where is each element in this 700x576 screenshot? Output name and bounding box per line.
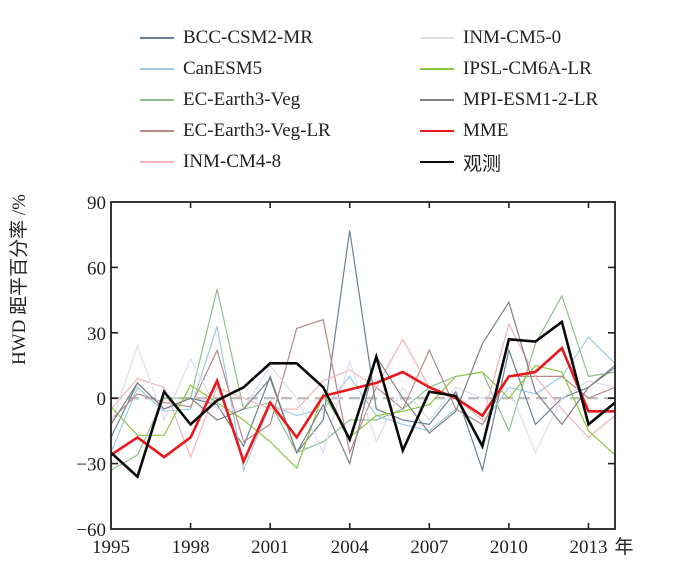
y-tick-label: 90 <box>87 193 106 214</box>
legend-item: IPSL-CM6A-LR <box>420 55 592 83</box>
legend-swatch <box>140 161 174 163</box>
y-axis-label: HWD 距平百分率 /% <box>9 194 30 365</box>
x-tick-label: 2004 <box>331 537 370 558</box>
series-line-observation <box>110 319 616 480</box>
series-line-bcc-csm2-mr <box>110 230 616 473</box>
x-tick-label: 2010 <box>490 537 528 558</box>
y-tick-label: 60 <box>87 258 106 279</box>
axis-ticks <box>111 202 615 529</box>
legend-swatch <box>420 99 454 101</box>
legend-swatch <box>420 130 454 132</box>
x-axis-unit-label: 年 <box>614 536 633 558</box>
legend-item: EC-Earth3-Veg-LR <box>140 117 331 145</box>
legend-label: INM-CM5-0 <box>463 27 562 48</box>
legend-label: EC-Earth3-Veg <box>183 89 301 110</box>
plot-frame <box>110 201 616 530</box>
x-tick-label: 2007 <box>410 537 448 558</box>
legend-label: MME <box>463 120 509 141</box>
legend-label: CanESM5 <box>183 58 263 79</box>
y-tick-label: 0 <box>97 389 107 410</box>
legend-label: EC-Earth3-Veg-LR <box>183 120 331 141</box>
legend-item: BCC-CSM2-MR <box>140 24 313 52</box>
series-line-ipsl-cm6a-lr <box>110 364 616 470</box>
series-line-mpi-esm1-2-lr <box>110 300 616 466</box>
legend-item: INM-CM4-8 <box>140 148 281 176</box>
legend-label: INM-CM4-8 <box>183 151 282 172</box>
x-tick-label: 1998 <box>172 537 210 558</box>
x-tick-label: 1995 <box>92 537 130 558</box>
legend-item: MME <box>420 117 508 145</box>
series-lines <box>110 230 616 480</box>
y-tick-label: −60 <box>76 520 106 541</box>
legend-swatch <box>140 130 174 132</box>
legend-label: IPSL-CM6A-LR <box>463 58 592 79</box>
x-tick-label: 2013 <box>569 537 607 558</box>
legend-item: 观测 <box>420 148 501 176</box>
legend-label: MPI-ESM1-2-LR <box>463 89 599 110</box>
legend-swatch <box>420 161 454 163</box>
legend-label: BCC-CSM2-MR <box>183 27 313 48</box>
legend-item: INM-CM5-0 <box>420 24 561 52</box>
legend-item: CanESM5 <box>140 55 262 83</box>
legend-label: 观测 <box>463 153 502 175</box>
legend-swatch <box>140 68 174 70</box>
legend-item: EC-Earth3-Veg <box>140 86 300 114</box>
x-tick-label: 2001 <box>251 537 289 558</box>
y-tick-label: 30 <box>87 324 106 345</box>
legend-item: MPI-ESM1-2-LR <box>420 86 598 114</box>
series-line-mme <box>110 345 615 465</box>
tick-labels: 1995 1998 2001 2004 2007 2010 2013 年 −60 −30 0 30 60… <box>76 193 633 558</box>
legend-swatch <box>420 37 454 39</box>
y-tick-label: −30 <box>76 455 106 476</box>
legend-swatch <box>140 99 174 101</box>
legend-swatch <box>420 68 454 70</box>
legend-swatch <box>140 37 174 39</box>
series-line-inm-cm4-8 <box>110 322 616 459</box>
